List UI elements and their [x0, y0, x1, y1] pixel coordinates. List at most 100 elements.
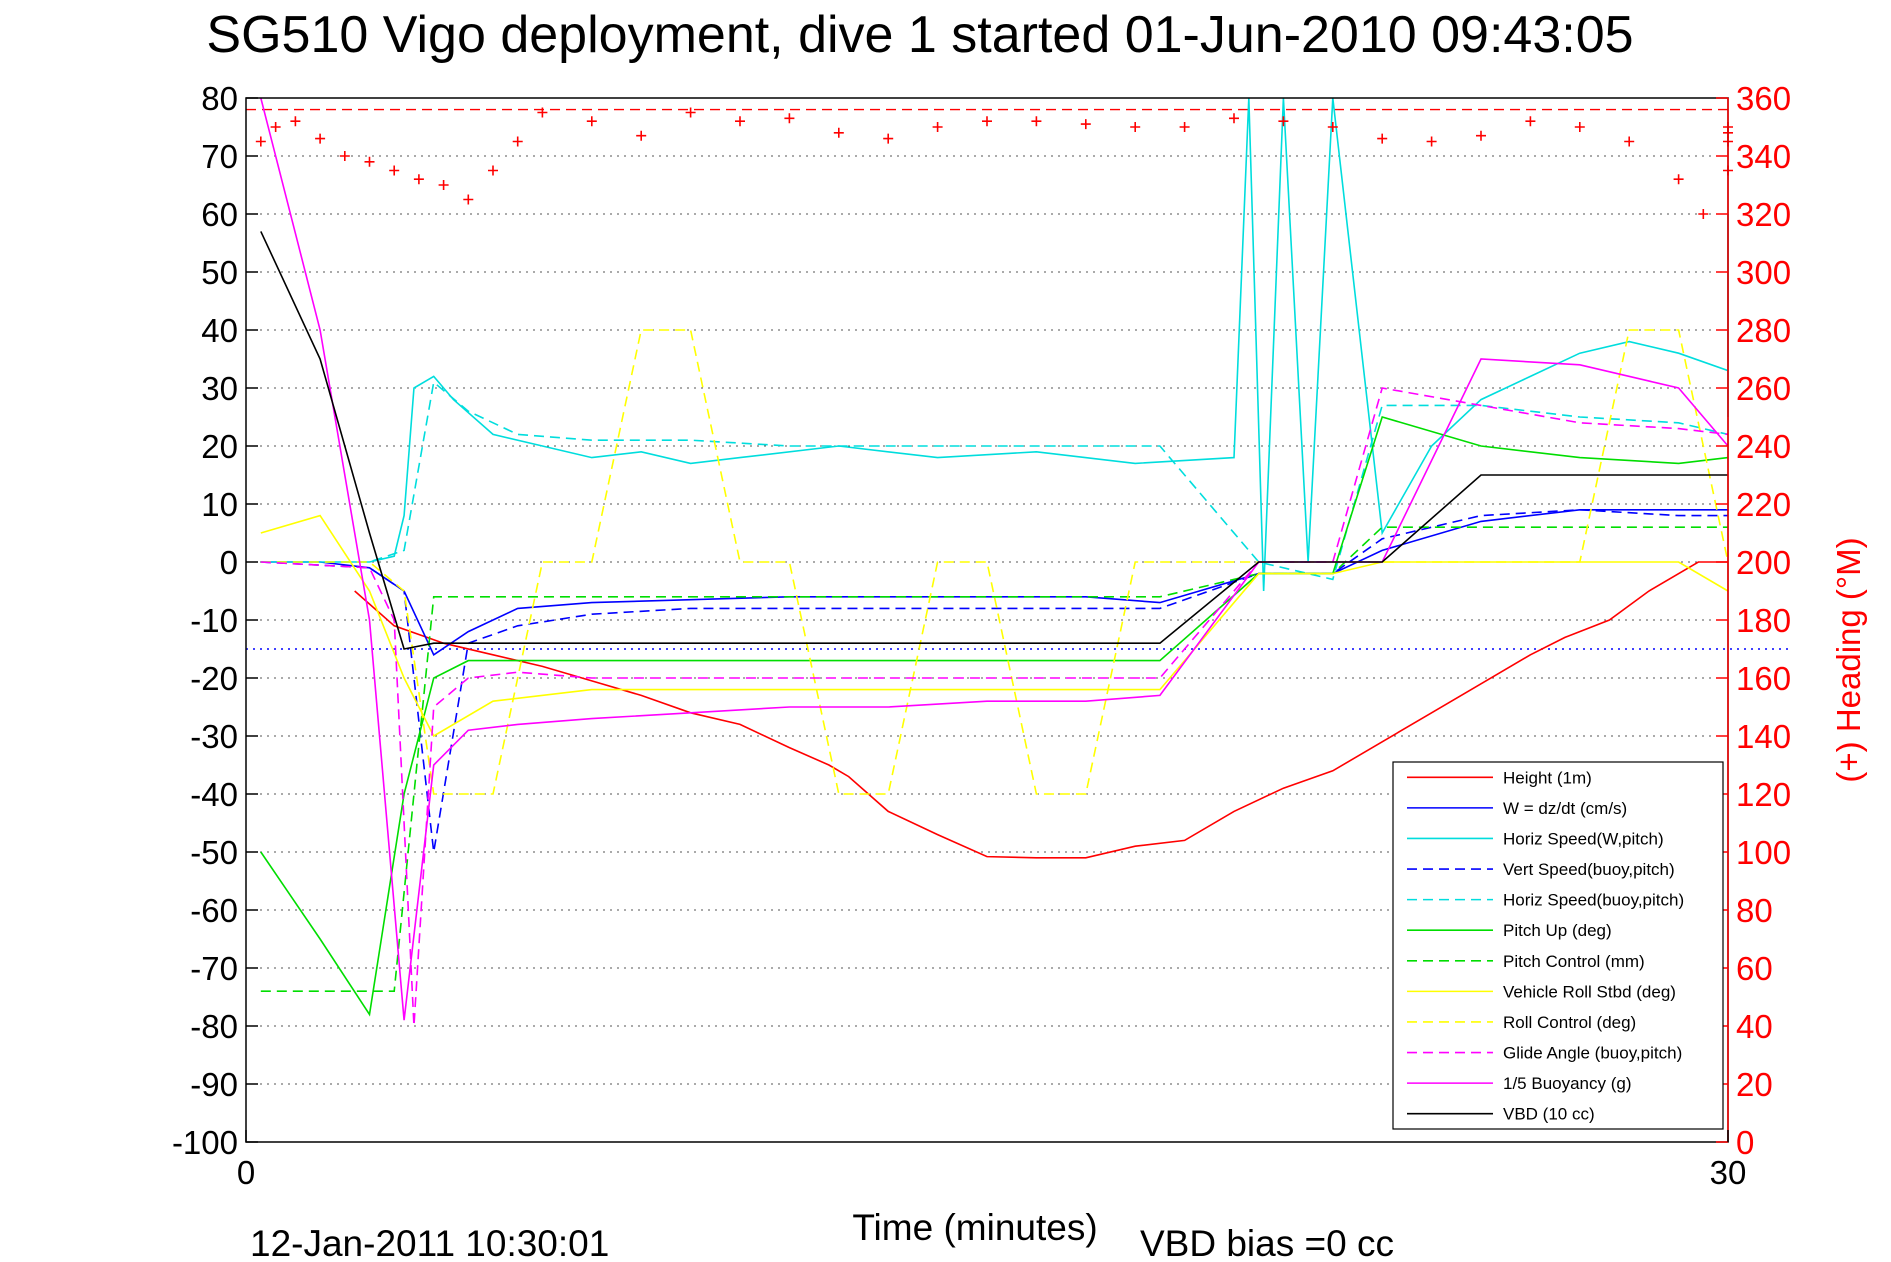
left-tick-label: 70	[201, 138, 238, 175]
series-line-10	[260, 387, 1729, 1027]
footer-vbd-bias: VBD bias =0 cc	[1140, 1223, 1394, 1262]
heading-marker	[1278, 116, 1289, 127]
heading-marker	[315, 133, 326, 144]
right-tick-label: 120	[1736, 776, 1791, 813]
series-line-1	[354, 561, 1728, 859]
right-tick-label: 260	[1736, 370, 1791, 407]
right-tick-label: 240	[1736, 428, 1791, 465]
right-tick-label: 160	[1736, 660, 1791, 697]
legend-label: Pitch Up (deg)	[1503, 921, 1612, 940]
heading-marker	[537, 107, 548, 118]
heading-marker	[1229, 113, 1239, 124]
right-tick-label: 60	[1736, 950, 1773, 987]
series-line-7	[260, 526, 1728, 993]
series-line-4	[260, 508, 1728, 853]
heading-marker	[270, 122, 281, 132]
x-tick-label: 0	[237, 1154, 255, 1191]
left-tick-label: 30	[201, 370, 238, 407]
right-axis-label: (+) Heading (°M)	[1830, 537, 1867, 782]
left-tick-label: -80	[190, 1008, 238, 1045]
legend: Height (1m) W = dz/dt (cm/s) Horiz Speed(W…	[1392, 761, 1724, 1130]
heading-marker	[1377, 133, 1388, 144]
right-axis-ticks: 3603403203002802602402202001801601401201…	[1716, 80, 1791, 1161]
legend-box	[1392, 761, 1724, 1130]
footer-timestamp: 12-Jan-2011 10:30:01	[250, 1223, 609, 1262]
heading-marker	[883, 133, 894, 144]
right-tick-label: 140	[1736, 718, 1791, 755]
legend-label: Vehicle Roll Stbd (deg)	[1503, 982, 1676, 1001]
heading-marker	[512, 136, 523, 147]
left-tick-label: 60	[201, 196, 238, 233]
legend-label: Roll Control (deg)	[1503, 1013, 1636, 1032]
heading-marker	[364, 156, 375, 167]
legend-label: W = dz/dt (cm/s)	[1503, 799, 1627, 818]
heading-marker	[735, 116, 745, 127]
heading-marker	[833, 127, 844, 138]
left-tick-label: -90	[190, 1066, 238, 1103]
left-tick-label: -70	[190, 950, 238, 987]
series-line-11	[260, 97, 1729, 1021]
heading-marker	[339, 151, 350, 161]
left-tick-label: 80	[201, 80, 238, 117]
right-tick-label: 220	[1736, 486, 1791, 523]
chart-title: SG510 Vigo deployment, dive 1 started 01…	[206, 6, 1633, 64]
heading-marker	[1327, 122, 1338, 132]
left-tick-label: -60	[190, 892, 238, 929]
heading-marker	[1476, 130, 1486, 141]
heading-marker	[389, 165, 400, 176]
x-axis-ticks: 0 30	[237, 1130, 1747, 1191]
right-tick-label: 20	[1736, 1066, 1773, 1103]
left-tick-label: -100	[172, 1124, 238, 1161]
left-tick-label: 40	[201, 312, 238, 349]
heading-marker	[1080, 119, 1091, 130]
heading-marker	[413, 174, 424, 185]
left-tick-label: 10	[201, 486, 238, 523]
left-tick-label: 0	[220, 544, 238, 581]
right-tick-label: 300	[1736, 254, 1791, 291]
legend-label: Horiz Speed(W,pitch)	[1503, 829, 1664, 848]
heading-marker	[1031, 116, 1042, 127]
right-tick-label: 100	[1736, 834, 1791, 871]
legend-label: VBD (10 cc)	[1503, 1105, 1595, 1124]
right-tick-label: 200	[1736, 544, 1791, 581]
left-tick-label: 20	[201, 428, 238, 465]
heading-marker	[1525, 116, 1536, 127]
right-tick-label: 40	[1736, 1008, 1773, 1045]
right-tick-label: 80	[1736, 892, 1773, 929]
heading-marker	[488, 165, 498, 176]
right-tick-label: 340	[1736, 138, 1791, 175]
series-layer	[246, 97, 1793, 1027]
legend-label: Glide Angle (buoy,pitch)	[1503, 1044, 1682, 1063]
series-line-5	[260, 380, 1729, 581]
left-tick-label: -30	[190, 718, 238, 755]
heading-markers	[255, 107, 1733, 219]
right-tick-label: 280	[1736, 312, 1791, 349]
heading-marker	[1624, 136, 1635, 147]
left-axis-ticks: 80 70 60 50 40 30 20 10 0 -10 -20 -30 -40 -50 -60 -70 -8…	[172, 80, 258, 1161]
legend-label: Vert Speed(buoy,pitch)	[1503, 860, 1675, 879]
heading-marker	[784, 113, 795, 124]
legend-label: Height (1m)	[1503, 768, 1592, 787]
legend-label: Pitch Control (mm)	[1503, 952, 1645, 971]
left-tick-label: -10	[190, 602, 238, 639]
heading-marker	[685, 107, 696, 118]
heading-marker	[1698, 209, 1709, 219]
x-tick-label: 30	[1710, 1154, 1747, 1191]
series-line-6	[260, 416, 1729, 1017]
heading-marker	[982, 116, 992, 127]
left-tick-label: -40	[190, 776, 238, 813]
heading-marker	[255, 136, 266, 147]
heading-marker	[463, 194, 474, 205]
right-tick-label: 320	[1736, 196, 1791, 233]
heading-marker	[290, 116, 301, 127]
x-axis-label: Time (minutes)	[852, 1207, 1097, 1248]
right-tick-label: 0	[1736, 1124, 1754, 1161]
right-tick-label: 360	[1736, 80, 1791, 117]
heading-marker	[1130, 122, 1141, 132]
left-tick-label: 50	[201, 254, 238, 291]
series-line-3	[260, 97, 1729, 592]
heading-marker	[1673, 174, 1684, 185]
heading-marker	[636, 130, 647, 141]
left-tick-label: -20	[190, 660, 238, 697]
